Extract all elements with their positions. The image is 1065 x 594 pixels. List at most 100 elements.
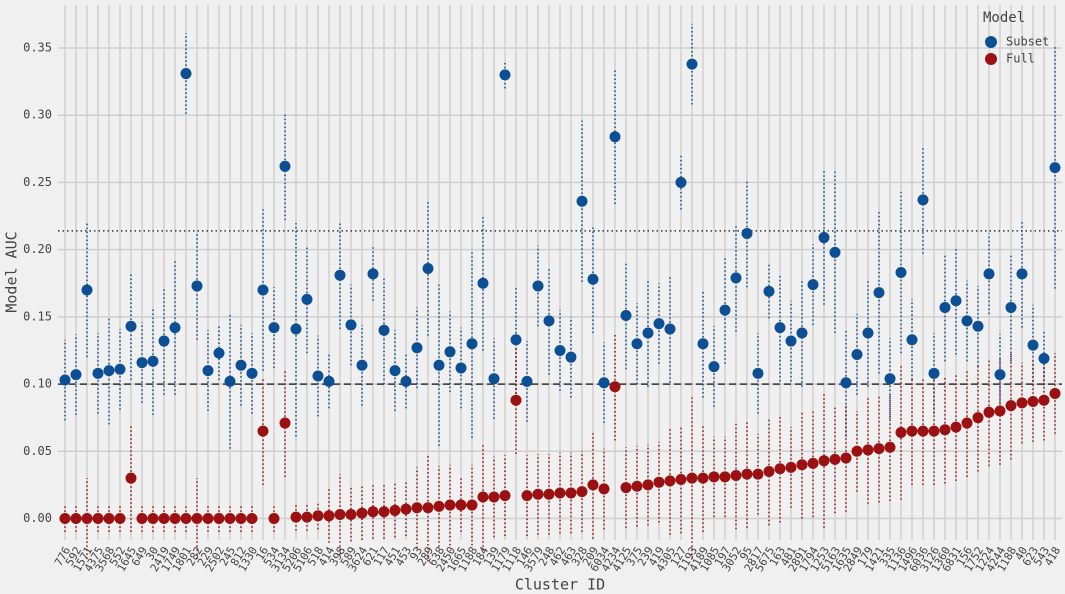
- point: [268, 322, 280, 334]
- point: [466, 499, 478, 511]
- point: [81, 284, 93, 296]
- point: [609, 381, 621, 393]
- point: [950, 421, 962, 433]
- point: [411, 502, 423, 514]
- point: [587, 273, 599, 285]
- point: [609, 131, 621, 143]
- point: [840, 452, 852, 464]
- point: [620, 482, 632, 494]
- point: [356, 359, 368, 371]
- point: [257, 425, 269, 437]
- point: [367, 268, 379, 280]
- point: [400, 503, 412, 515]
- point: [829, 246, 841, 258]
- point: [972, 412, 984, 424]
- point: [356, 507, 368, 519]
- point: [939, 424, 951, 436]
- point: [653, 476, 665, 488]
- point: [620, 310, 632, 322]
- point: [389, 365, 401, 377]
- point: [961, 417, 973, 429]
- point: [213, 512, 225, 524]
- x-tick-label: 30: [143, 545, 161, 563]
- point: [873, 287, 885, 299]
- point: [1005, 301, 1017, 313]
- point: [752, 468, 764, 480]
- point: [499, 69, 511, 81]
- point: [213, 347, 225, 359]
- point: [807, 279, 819, 291]
- point: [103, 512, 115, 524]
- point: [895, 267, 907, 278]
- point: [301, 511, 313, 523]
- x-tick-label: 40: [1012, 545, 1030, 563]
- point: [928, 425, 940, 437]
- point: [994, 405, 1006, 417]
- point: [741, 228, 753, 240]
- point: [686, 472, 698, 484]
- x-tick-label: 95: [737, 545, 755, 563]
- point: [785, 335, 797, 347]
- point: [466, 338, 478, 350]
- y-tick-label: 0.15: [23, 309, 52, 323]
- point: [939, 301, 951, 313]
- point: [334, 508, 346, 520]
- point: [224, 512, 236, 524]
- point: [873, 443, 885, 455]
- point: [158, 512, 170, 524]
- point: [1049, 162, 1061, 174]
- point: [983, 406, 995, 418]
- point: [576, 486, 588, 498]
- y-axis-title: Model AUC: [3, 231, 21, 312]
- point: [136, 357, 148, 369]
- point: [180, 512, 192, 524]
- x-tick-label: 93: [407, 545, 425, 563]
- point: [191, 280, 203, 292]
- point: [323, 510, 335, 522]
- point: [554, 487, 566, 499]
- point: [92, 367, 104, 379]
- legend-marker: [985, 36, 997, 48]
- point: [114, 363, 126, 375]
- point: [763, 465, 775, 477]
- point: [1049, 387, 1061, 399]
- point: [411, 342, 423, 354]
- point: [433, 500, 445, 512]
- point: [774, 463, 786, 475]
- point: [378, 324, 390, 336]
- point: [136, 512, 148, 524]
- point: [818, 232, 830, 244]
- y-tick-label: 0.35: [23, 41, 52, 55]
- point: [862, 444, 874, 456]
- point: [972, 320, 984, 332]
- point: [906, 425, 918, 437]
- y-tick-label: 0.00: [23, 511, 52, 525]
- point: [378, 506, 390, 518]
- point: [576, 195, 588, 207]
- point: [334, 269, 346, 281]
- point: [796, 459, 808, 471]
- point: [290, 511, 302, 523]
- point: [147, 512, 159, 524]
- point: [488, 491, 500, 503]
- point: [1016, 397, 1028, 409]
- point: [180, 68, 192, 80]
- point: [631, 338, 643, 350]
- point: [686, 58, 698, 70]
- point: [444, 499, 456, 511]
- point: [917, 194, 929, 206]
- point: [532, 488, 544, 500]
- point: [763, 285, 775, 297]
- point: [642, 327, 654, 339]
- point: [664, 323, 676, 335]
- point: [488, 373, 500, 385]
- point: [345, 508, 357, 520]
- point: [884, 373, 896, 385]
- point: [631, 480, 643, 492]
- point: [444, 346, 456, 358]
- point: [169, 512, 181, 524]
- point: [257, 284, 269, 296]
- point: [697, 472, 709, 484]
